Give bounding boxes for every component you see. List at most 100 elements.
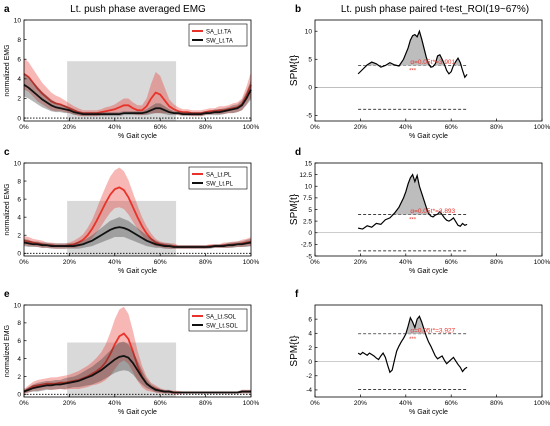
x-tick-label: 20% [354,400,367,407]
x-tick-label: 40% [399,400,412,407]
panel-f: f α=0.05 t*=3.927 *** 0% 20% 40% 60% 80% 100% -4 -2… [289,289,550,416]
y-axis-label: normalized EMG [4,44,11,96]
legend-box [188,23,248,47]
axes-frame [23,304,252,398]
x-tick-label: 40% [399,259,412,266]
y-tick-label: 4 [17,214,21,221]
legend-label: SA_Lt.PL [206,172,232,178]
x-tick-label: 0% [310,259,320,266]
series-line-SA_Lt.TA [23,73,252,115]
y-tick-label: -5 [306,113,312,120]
y-tick-label: 10 [14,17,22,24]
x-tick-label: 60% [445,124,458,131]
x-tick-label: 60% [445,259,458,266]
y-tick-label: 6 [17,57,21,64]
y-tick-label: 15 [305,160,313,167]
legend-box [188,308,248,332]
x-axis-label: % Gait cycle [409,409,448,416]
x-tick-label: 100% [534,124,550,131]
x-tick-label: 0% [19,259,29,266]
panel-e: e 0% 20% 40% 60% 80% 100% 0 2 4 6 8 10 % Gait cycle no… [4,289,260,416]
y-tick-label: 4 [308,331,312,338]
x-tick-label: 20% [63,124,76,131]
x-tick-label: 60% [154,124,167,131]
x-tick-label: 0% [310,400,320,407]
y-tick-label: 0 [17,392,21,399]
x-tick-label: 100% [243,124,260,131]
sd-band-SA_Lt.SOL [24,306,251,395]
y-axis-label: SPM{t} [289,54,300,86]
x-tick-label: 100% [243,400,260,407]
axes-frame [23,19,252,122]
y-axis-label: normalized EMG [4,183,11,235]
x-tick-label: 80% [490,400,503,407]
panel-letter: e [4,289,10,300]
panel-letter: f [295,289,299,300]
x-tick-label: 20% [354,259,367,266]
x-tick-label: 40% [108,259,121,266]
x-tick-label: 0% [19,400,29,407]
x-tick-label: 80% [490,259,503,266]
y-tick-label: 10 [14,302,22,309]
alpha-label: α=0.05 [410,208,431,215]
y-tick-label: 0 [308,359,312,366]
x-tick-label: 80% [199,400,212,407]
y-tick-label: 2.5 [303,218,312,225]
alpha-label: α=0.05 [410,59,431,66]
y-axis-label: normalized EMG [4,325,11,377]
series-line-SW_Lt.PL [23,226,252,248]
y-tick-label: 2 [17,233,21,240]
t-threshold-label: t*=3.893 [431,208,456,215]
y-tick-label: 4 [17,76,21,83]
y-tick-label: -4 [306,387,312,394]
x-tick-label: 80% [199,124,212,131]
y-tick-label: 4 [17,356,21,363]
y-tick-label: 12.5 [299,172,312,179]
y-tick-label: 7.5 [303,195,312,202]
x-tick-label: 60% [154,259,167,266]
t-threshold-label: t*=3.927 [431,327,456,334]
x-axis-label: % Gait cycle [409,268,448,275]
alpha-label: α=0.05 [410,327,431,334]
y-tick-label: 0 [17,115,21,122]
y-tick-label: 2 [17,96,21,103]
x-tick-label: 20% [63,259,76,266]
y-tick-label: 10 [305,29,313,36]
y-tick-label: 5 [308,207,312,214]
x-tick-label: 20% [354,124,367,131]
x-tick-label: 20% [63,400,76,407]
legend-label: SW_Lt.TA [206,38,233,44]
legend-label: SW_Lt.SOL [206,323,238,329]
x-axis-label: % Gait cycle [118,409,157,416]
spm-curve [357,315,468,374]
legend-label: SW_Lt.PL [206,181,234,187]
x-tick-label: 100% [243,259,260,266]
y-tick-label: 6 [17,196,21,203]
x-tick-label: 80% [490,124,503,131]
axes-frame [23,162,252,257]
y-axis-label: SPM{t} [289,193,300,225]
panel-d: d α=0.05 t*=3.893 *** 0% 20% 40% 60% 80% 100% -5 -2… [289,147,550,275]
legend-label: SA_Lt.SOL [206,314,237,320]
y-tick-label: 2 [17,374,21,381]
y-tick-label: 0 [17,251,21,258]
axes-frame [314,304,543,398]
x-tick-label: 60% [154,400,167,407]
significance-stars: *** [409,218,417,224]
left-column-title: Lt. push phase averaged EMG [70,4,206,15]
y-tick-label: -5 [306,253,312,260]
panel-letter: b [295,4,301,15]
y-tick-label: 10 [305,184,313,191]
supra-threshold-cluster [358,31,468,66]
supra-threshold-cluster [358,316,468,334]
y-tick-label: -2 [306,373,312,380]
x-tick-label: 0% [19,124,29,131]
x-tick-label: 40% [108,400,121,407]
x-axis-label: % Gait cycle [118,268,157,275]
x-tick-label: 40% [108,124,121,131]
significance-stars: *** [409,337,417,343]
y-tick-label: 0 [308,230,312,237]
panel-letter: c [4,147,10,158]
series-line-SW_Lt.SOL [23,354,251,394]
